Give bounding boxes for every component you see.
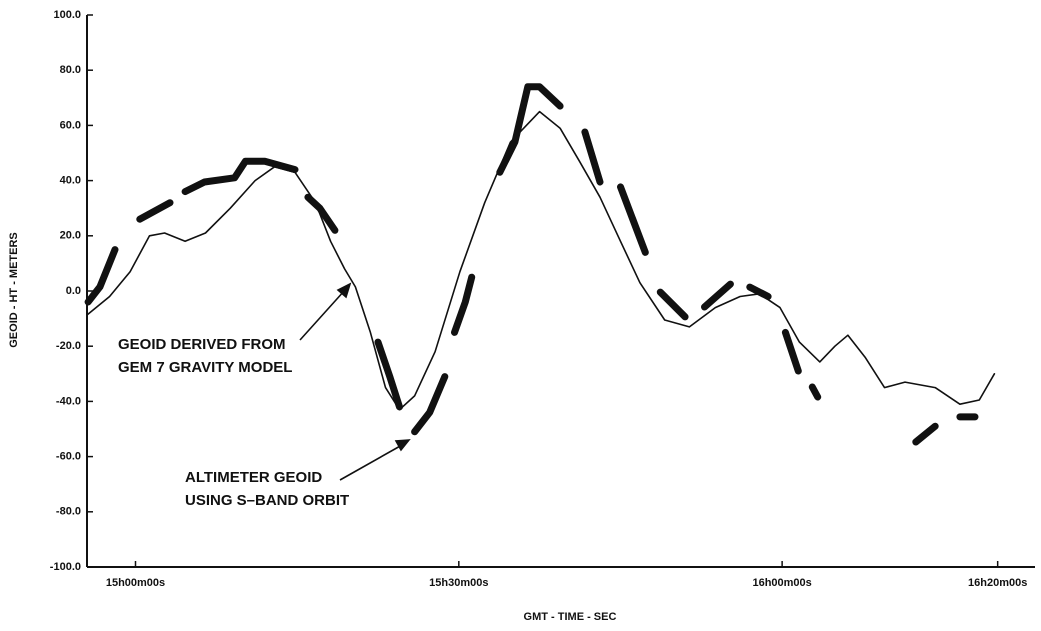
y-tick-label: 40.0 (60, 175, 81, 187)
y-tick-label: -40.0 (56, 395, 81, 407)
annotation: USING S–BAND ORBIT (185, 492, 349, 509)
y-tick-label: -60.0 (56, 451, 81, 463)
line-series (84, 83, 979, 446)
x-axis-label: GMT - TIME - SEC (524, 611, 617, 623)
y-tick-label: -20.0 (56, 340, 81, 352)
arrow-head (336, 282, 352, 299)
y-tick-label: 20.0 (60, 230, 81, 242)
arrow-head (394, 439, 411, 452)
arrows (299, 282, 411, 481)
y-tick-label: 80.0 (60, 64, 81, 76)
annotation: ALTIMETER GEOID (185, 469, 322, 486)
y-tick-label: 100.0 (53, 9, 81, 21)
line-series (86, 110, 996, 411)
y-axis-label: GEOID - HT - METERS (8, 232, 20, 348)
annotation: GEOID DERIVED FROM (118, 336, 286, 353)
arrow (299, 289, 346, 341)
x-tick-label: 15h30m00s (429, 577, 488, 589)
arrow (339, 444, 403, 481)
y-tick-label: 0.0 (66, 285, 81, 297)
y-tick-label: -80.0 (56, 506, 81, 518)
y-tick-label: -100.0 (50, 561, 81, 573)
annotation: GEM 7 GRAVITY MODEL (118, 359, 292, 376)
y-tick-label: 60.0 (60, 119, 81, 131)
x-tick-label: 15h00m00s (106, 577, 165, 589)
x-tick-label: 16h20m00s (968, 577, 1027, 589)
x-tick-label: 16h00m00s (752, 577, 811, 589)
